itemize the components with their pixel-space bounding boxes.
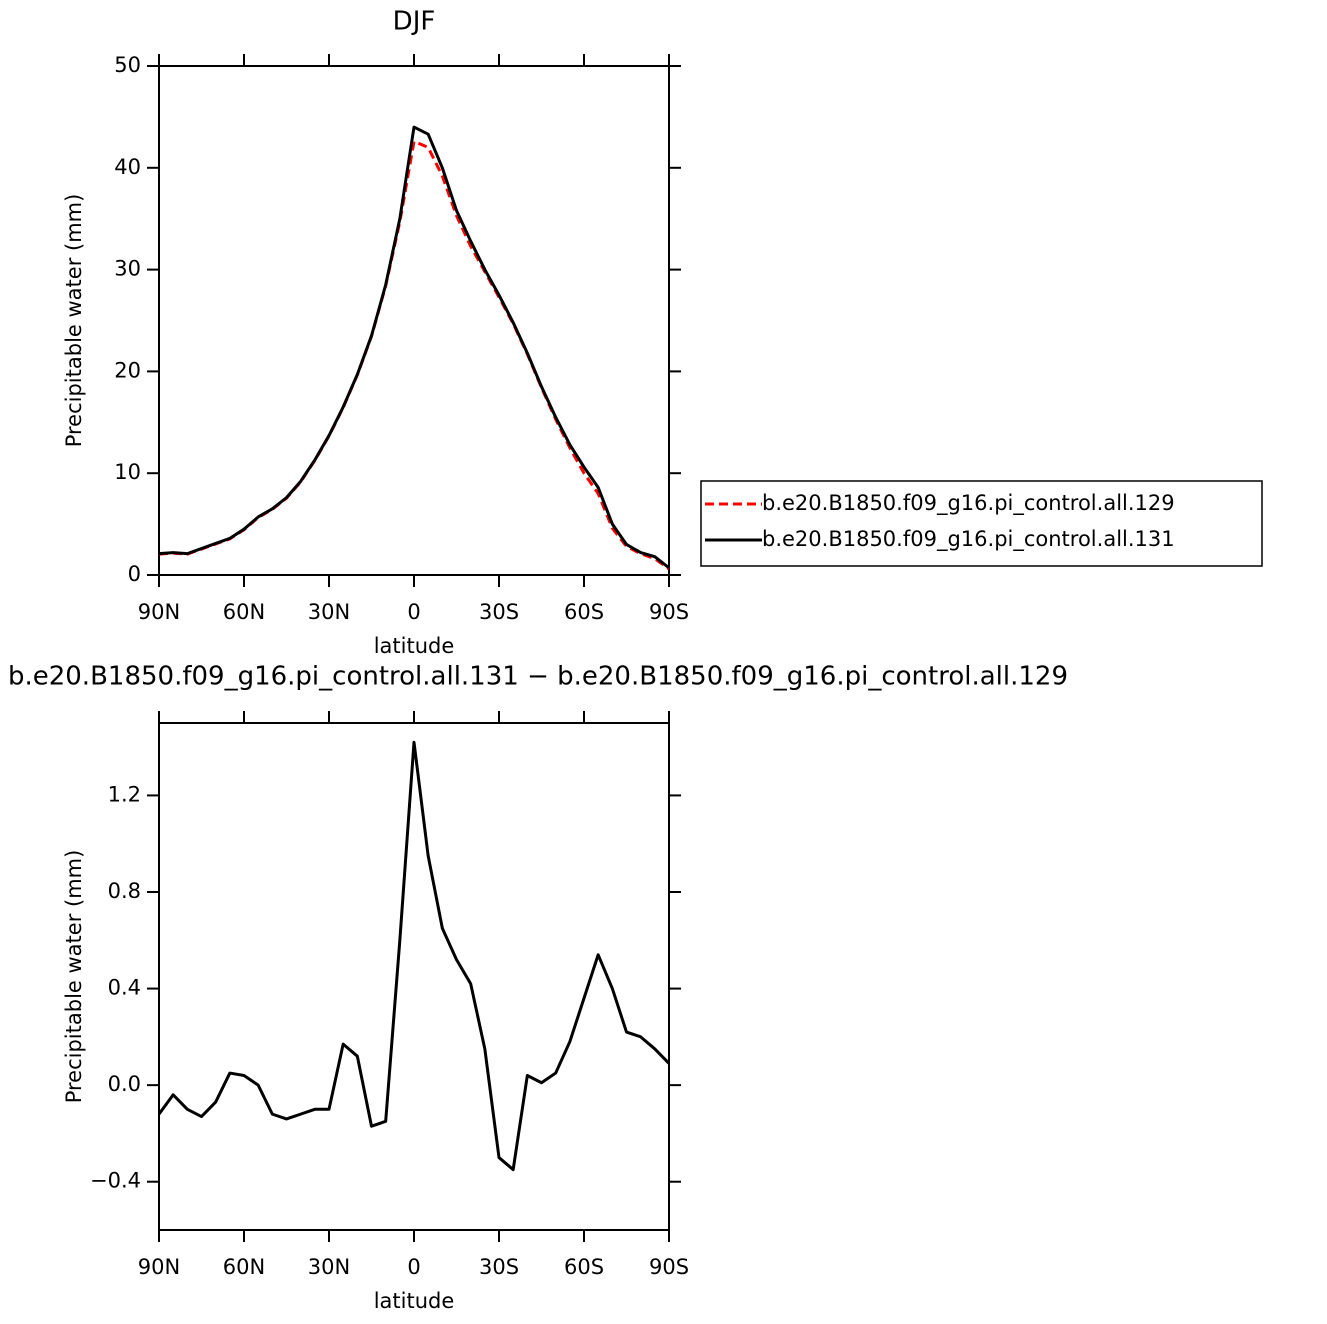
x-tick-label: 30S <box>479 1255 519 1279</box>
y-tick-label: 0 <box>128 562 141 586</box>
y-axis-label: Precipitable water (mm) <box>62 850 86 1104</box>
x-tick-label: 90S <box>649 600 689 624</box>
x-tick-label: 30S <box>479 600 519 624</box>
x-axis-label: latitude <box>374 634 455 658</box>
x-tick-label: 60N <box>223 600 265 624</box>
y-axis-label: Precipitable water (mm) <box>62 194 86 448</box>
y-tick-label: 10 <box>114 460 141 484</box>
x-axis-label: latitude <box>374 1289 455 1313</box>
data-line <box>158 125 670 570</box>
x-tick-label: 30N <box>308 600 350 624</box>
y-tick-label: −0.4 <box>90 1169 141 1193</box>
x-tick-label: 60S <box>564 600 604 624</box>
y-tick-label: 20 <box>114 358 141 382</box>
y-tick-label: 40 <box>114 155 141 179</box>
x-tick-label: 90N <box>138 1255 180 1279</box>
x-tick-label: 60S <box>564 1255 604 1279</box>
y-tick-label: 0.8 <box>108 879 141 903</box>
x-tick-label: 90S <box>649 1255 689 1279</box>
legend-label: b.e20.B1850.f09_g16.pi_control.all.129 <box>762 491 1175 516</box>
legend-label: b.e20.B1850.f09_g16.pi_control.all.131 <box>762 527 1175 552</box>
chart-title: DJF <box>393 7 436 37</box>
data-line <box>158 139 670 571</box>
y-tick-label: 50 <box>114 53 141 77</box>
legend-box <box>700 480 1263 567</box>
y-tick-label: 30 <box>114 257 141 281</box>
x-tick-label: 90N <box>138 600 180 624</box>
y-tick-label: 0.0 <box>108 1072 141 1096</box>
y-tick-label: 1.2 <box>108 782 141 806</box>
chart-title: b.e20.B1850.f09_g16.pi_control.all.131 −… <box>8 662 1068 692</box>
x-tick-label: 30N <box>308 1255 350 1279</box>
data-line <box>157 740 671 1172</box>
x-tick-label: 0 <box>407 600 420 624</box>
x-tick-label: 0 <box>407 1255 420 1279</box>
x-tick-label: 60N <box>223 1255 265 1279</box>
y-tick-label: 0.4 <box>108 976 141 1000</box>
